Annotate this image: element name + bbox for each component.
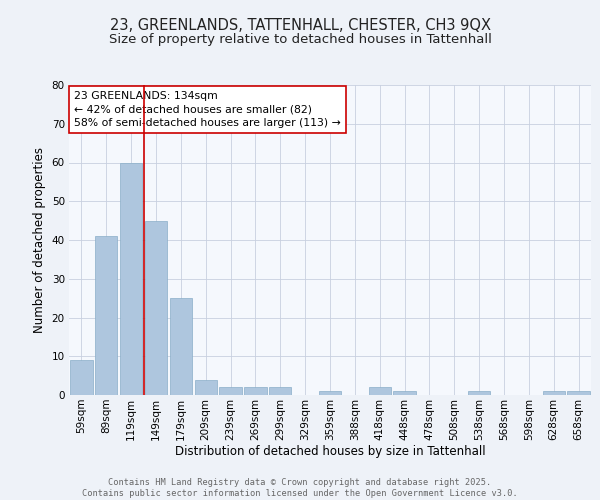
Bar (394, 391, 416, 395)
Bar (220, 387, 242, 395)
Bar (319, 391, 341, 395)
Bar (542, 391, 565, 395)
Y-axis label: Number of detached properties: Number of detached properties (33, 147, 46, 333)
Bar (468, 391, 490, 395)
X-axis label: Distribution of detached houses by size in Tattenhall: Distribution of detached houses by size … (175, 446, 485, 458)
Text: 23 GREENLANDS: 134sqm
← 42% of detached houses are smaller (82)
58% of semi-deta: 23 GREENLANDS: 134sqm ← 42% of detached … (74, 91, 341, 128)
Bar (244, 387, 266, 395)
Bar (95, 236, 118, 395)
Text: 23, GREENLANDS, TATTENHALL, CHESTER, CH3 9QX: 23, GREENLANDS, TATTENHALL, CHESTER, CH3… (110, 18, 491, 32)
Text: Size of property relative to detached houses in Tattenhall: Size of property relative to detached ho… (109, 32, 491, 46)
Bar (145, 220, 167, 395)
Bar (269, 387, 292, 395)
Bar (70, 360, 92, 395)
Bar (170, 298, 192, 395)
Bar (120, 162, 142, 395)
Text: Contains HM Land Registry data © Crown copyright and database right 2025.
Contai: Contains HM Land Registry data © Crown c… (82, 478, 518, 498)
Bar (368, 387, 391, 395)
Bar (194, 380, 217, 395)
Bar (568, 391, 590, 395)
